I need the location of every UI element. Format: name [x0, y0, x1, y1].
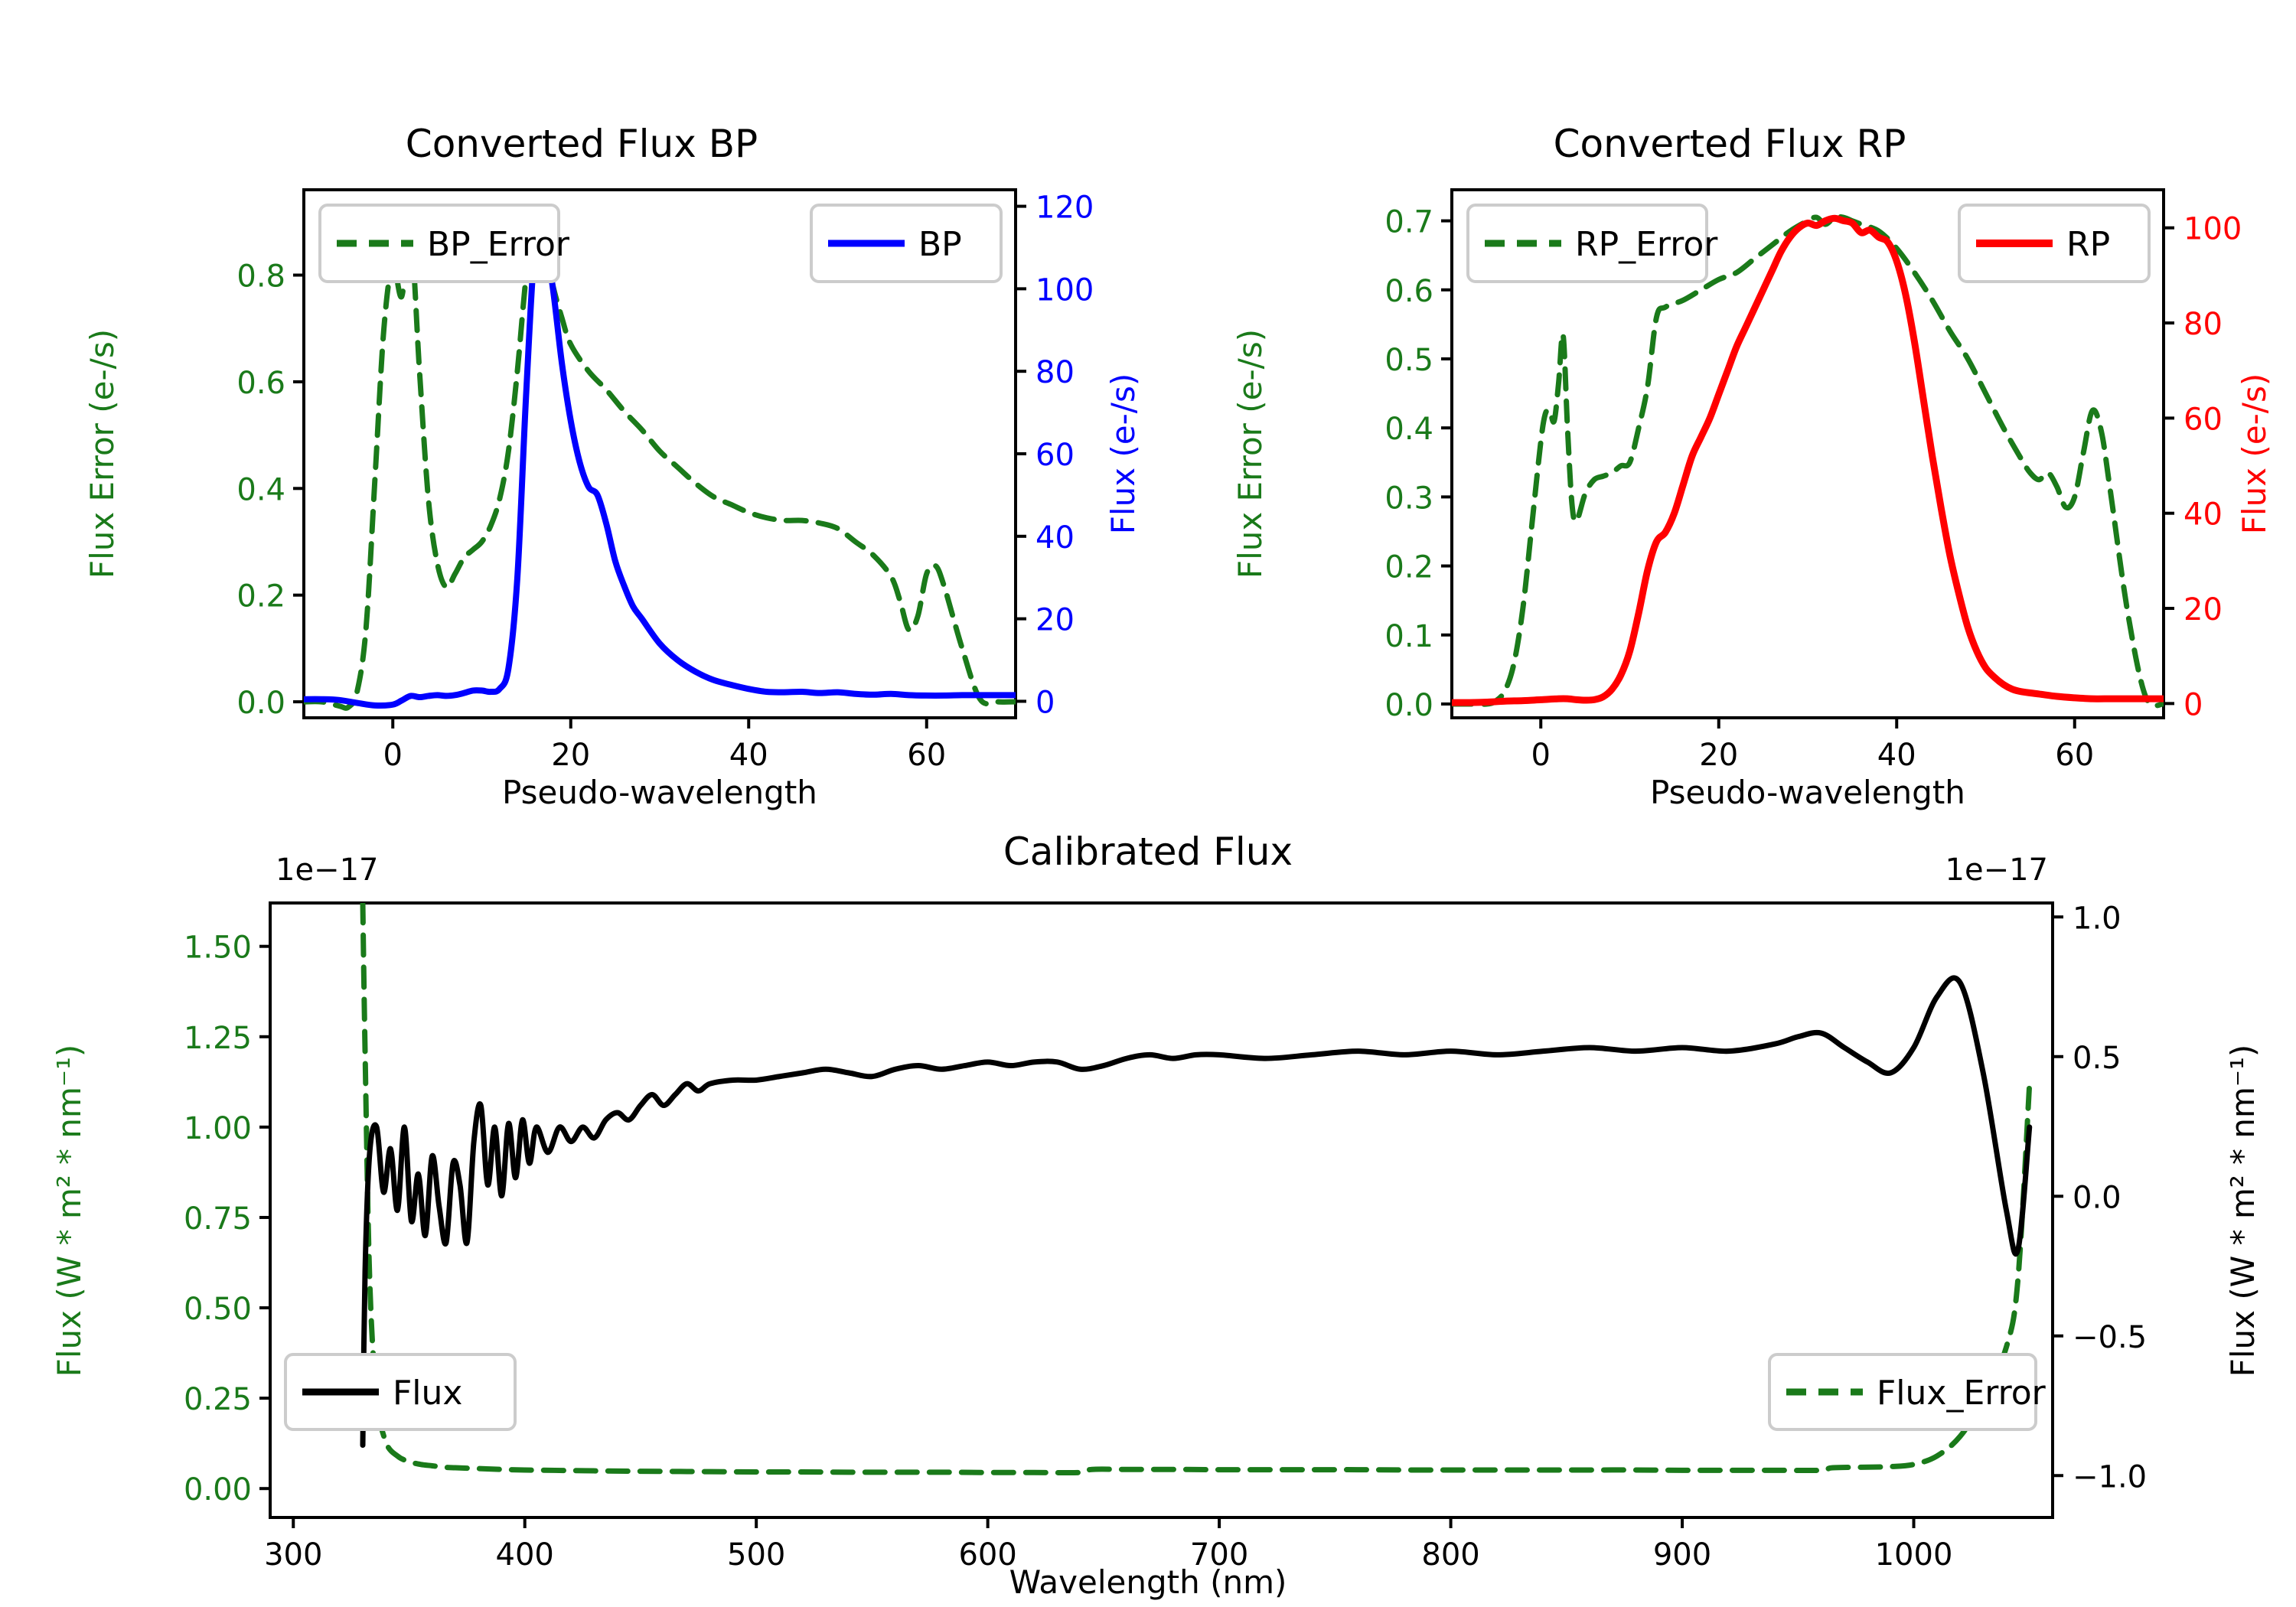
rp-left-y-label: 0.0 — [1384, 688, 1433, 723]
bp-left-y-label: 0.0 — [236, 686, 285, 721]
cal-right-axis-label: Flux (W * m² * nm⁻¹) — [2224, 1045, 2262, 1377]
rp-left-y-label: 0.3 — [1384, 481, 1433, 516]
bp-left-y-label: 0.8 — [236, 259, 285, 295]
bp-x-axis-label: Pseudo-wavelength — [502, 774, 817, 811]
rp-right-y-label: 0 — [2183, 687, 2203, 722]
cal-right-y-label: −0.5 — [2073, 1320, 2147, 1355]
bp-right-y-label: 100 — [1035, 272, 1094, 308]
rp-x: 0 20 40 60 — [1531, 718, 2094, 773]
rp-right-y-label: 100 — [2183, 212, 2242, 247]
cal-left-offset-text: 1e−17 — [276, 852, 378, 888]
cal-left-y: 0.00 0.25 0.50 0.75 1.00 1.25 1.50 — [184, 931, 270, 1508]
cal-x-label: 900 — [1653, 1537, 1711, 1573]
cal-x-axis-label: Wavelength (nm) — [1009, 1563, 1287, 1601]
cal-x-label: 800 — [1421, 1537, 1479, 1573]
rp-left-y-label: 0.2 — [1384, 550, 1433, 585]
rp-left-y-label: 0.6 — [1384, 274, 1433, 309]
bp-right-y-label: 60 — [1035, 438, 1075, 473]
bp-right-y-label: 20 — [1035, 603, 1075, 638]
rp-x-label: 20 — [1699, 738, 1738, 773]
cal-left-axis-label: Flux (W * m² * nm⁻¹) — [51, 1045, 88, 1377]
cal-right-y-label: 0.0 — [2073, 1180, 2122, 1215]
cal-error-legend-label: Flux_Error — [1877, 1374, 2047, 1413]
rp-flux-legend-label: RP — [2066, 225, 2110, 264]
rp-left-y: 0.0 0.1 0.2 0.3 0.4 0.5 0.6 0.7 — [1384, 205, 1452, 723]
cal-left-y-label: 1.50 — [184, 931, 252, 966]
bp-right-y: 0 20 40 60 80 100 120 — [1016, 191, 1094, 720]
rp-error-curve — [1452, 214, 2164, 709]
rp-x-axis-label: Pseudo-wavelength — [1650, 774, 1965, 811]
cal-title: Calibrated Flux — [1003, 830, 1293, 874]
bp-title: Converted Flux BP — [406, 122, 758, 166]
bp-right-y-label: 80 — [1035, 355, 1075, 390]
rp-left-y-label: 0.7 — [1384, 205, 1433, 240]
rp-legend-flux[interactable]: RP — [1958, 204, 2151, 283]
cal-legend-flux[interactable]: Flux — [284, 1353, 517, 1431]
rp-left-axis-label: Flux Error (e-/s) — [1231, 329, 1269, 579]
cal-plot-frame — [269, 901, 2054, 1519]
bp-right-y-label: 120 — [1035, 191, 1094, 226]
rp-left-y-label: 0.5 — [1384, 343, 1433, 378]
cal-left-y-label: 0.50 — [184, 1292, 252, 1327]
bp-x-label: 20 — [551, 738, 590, 773]
rp-right-y-label: 80 — [2183, 307, 2223, 342]
bp-right-y-label: 40 — [1035, 520, 1075, 556]
bp-right-y-label: 0 — [1035, 685, 1055, 720]
cal-left-y-label: 1.25 — [184, 1021, 252, 1056]
rp-right-y-label: 20 — [2183, 592, 2223, 627]
bp-x-label: 0 — [383, 738, 403, 773]
rp-x-label: 60 — [2055, 738, 2094, 773]
rp-x-label: 0 — [1531, 738, 1551, 773]
bp-flux-legend-label: BP — [918, 225, 962, 264]
cal-x: 300 400 500 600 700 800 900 1000 — [264, 1517, 1952, 1573]
rp-right-y: 0 20 40 60 80 100 — [2164, 212, 2242, 722]
cal-left-y-label: 0.75 — [184, 1201, 252, 1237]
rp-x-label: 40 — [1877, 738, 1916, 773]
cal-x-label: 300 — [264, 1537, 322, 1573]
cal-right-y-label: 0.5 — [2073, 1041, 2122, 1076]
bp-x-label: 40 — [729, 738, 768, 773]
bp-right-axis-label: Flux (e-/s) — [1104, 373, 1142, 534]
cal-x-label: 1000 — [1875, 1537, 1953, 1573]
cal-right-offset-text: 1e−17 — [1945, 852, 2048, 888]
cal-right-y-label: −1.0 — [2073, 1459, 2147, 1495]
bp-legend-flux[interactable]: BP — [810, 204, 1003, 283]
bp-left-y-label: 0.2 — [236, 579, 285, 614]
cal-x-label: 700 — [1190, 1537, 1248, 1573]
cal-legend-flux-error[interactable]: Flux_Error — [1768, 1353, 2047, 1431]
panel-converted-flux-rp: Converted Flux RP RP_Error RP Flux Error… — [1231, 122, 2273, 811]
bp-flux-curve — [304, 223, 1016, 709]
bp-left-y-label: 0.4 — [236, 472, 285, 507]
rp-left-y-label: 0.1 — [1384, 619, 1433, 654]
bp-x: 0 20 40 60 — [383, 718, 946, 773]
rp-left-y-label: 0.4 — [1384, 412, 1433, 447]
cal-flux-error-curve — [360, 903, 2033, 1476]
cal-x-label: 500 — [727, 1537, 785, 1573]
rp-flux-curve — [1452, 214, 2164, 706]
rp-error-legend-label: RP_Error — [1575, 225, 1718, 264]
rp-title: Converted Flux RP — [1554, 122, 1906, 166]
cal-right-y-label: 1.0 — [2073, 901, 2122, 936]
cal-right-y: −1.0 −0.5 0.0 0.5 1.0 — [2053, 901, 2147, 1495]
bp-x-label: 60 — [907, 738, 946, 773]
cal-left-y-label: 0.00 — [184, 1472, 252, 1508]
panel-converted-flux-bp: Converted Flux BP BP_Error BP Flux Error… — [83, 122, 1142, 811]
cal-flux-curve — [360, 975, 2033, 1449]
cal-x-label: 400 — [496, 1537, 554, 1573]
cal-flux-legend-label: Flux — [393, 1374, 462, 1413]
cal-left-y-label: 0.25 — [184, 1382, 252, 1417]
bp-legend-error[interactable]: BP_Error — [318, 204, 570, 283]
rp-right-axis-label: Flux (e-/s) — [2236, 373, 2273, 534]
rp-right-y-label: 60 — [2183, 402, 2223, 437]
cal-x-label: 600 — [958, 1537, 1016, 1573]
bp-left-y-label: 0.6 — [236, 366, 285, 401]
bp-error-legend-label: BP_Error — [427, 225, 570, 264]
rp-legend-error[interactable]: RP_Error — [1466, 204, 1718, 283]
bp-left-axis-label: Flux Error (e-/s) — [83, 329, 121, 579]
bp-left-y: 0.0 0.2 0.4 0.6 0.8 — [236, 259, 304, 721]
rp-right-y-label: 40 — [2183, 497, 2223, 533]
panel-calibrated-flux: Calibrated Flux 1e−17 1e−17 Flux Flux_Er… — [51, 830, 2262, 1601]
cal-left-y-label: 1.00 — [184, 1111, 252, 1146]
